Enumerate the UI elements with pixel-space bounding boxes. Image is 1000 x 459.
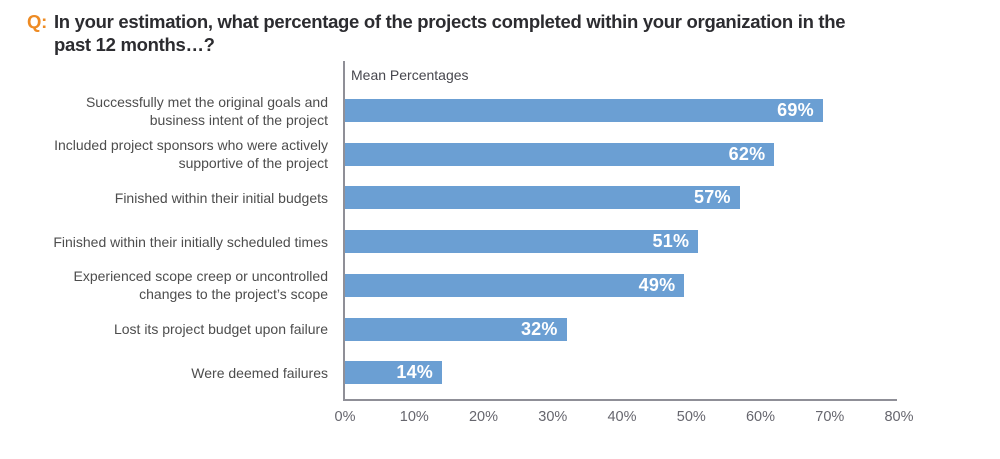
- x-tick-label: 40%: [607, 409, 637, 425]
- x-tick-label: 60%: [745, 409, 776, 425]
- bar: 49%: [345, 273, 685, 297]
- category-label: Finished within their initially schedule…: [53, 233, 328, 250]
- question-prefix: Q:: [27, 11, 47, 32]
- category-label: Lost its project budget upon failure: [113, 321, 328, 337]
- axis-title: Mean Percentages: [351, 67, 469, 83]
- bar: 51%: [345, 230, 699, 254]
- bar: 57%: [345, 186, 740, 210]
- category-label: Finished within their initial budgets: [114, 189, 328, 206]
- category-label: Experienced scope creep or uncontrolled …: [73, 268, 329, 303]
- x-tick-label: 30%: [538, 409, 568, 425]
- category-label: Successfully met the original goals and …: [85, 93, 328, 128]
- x-tick-label: 10%: [399, 409, 429, 425]
- x-tick-label: 50%: [676, 409, 706, 425]
- bar-value-label: 62%: [728, 143, 766, 164]
- bar-value-label: 57%: [694, 187, 731, 208]
- bar: 32%: [345, 317, 567, 341]
- bar: 14%: [345, 361, 442, 385]
- bar-value-label: 51%: [652, 231, 690, 252]
- plot-area: Successfully met the original goals and …: [53, 61, 914, 425]
- category-label: Included project sponsors who were activ…: [54, 137, 328, 172]
- bar: 69%: [345, 99, 823, 122]
- question-title: Q: In your estimation, what percentage o…: [27, 10, 854, 57]
- question-text: In your estimation, what percentage of t…: [53, 11, 846, 56]
- bar-value-label: 32%: [520, 318, 558, 339]
- bar-chart: Mean Percentages Successfully met the or…: [53, 61, 914, 425]
- bar: 62%: [345, 142, 775, 166]
- bar-value-label: 49%: [638, 274, 676, 295]
- bar-value-label: 14%: [396, 362, 433, 383]
- bar-value-label: 69%: [777, 100, 814, 120]
- x-tick-label: 80%: [884, 409, 914, 425]
- category-label: Were deemed failures: [191, 364, 328, 381]
- x-tick-label: 20%: [468, 409, 499, 425]
- x-tick-label: 70%: [815, 409, 845, 425]
- x-tick-label: 0%: [334, 409, 356, 425]
